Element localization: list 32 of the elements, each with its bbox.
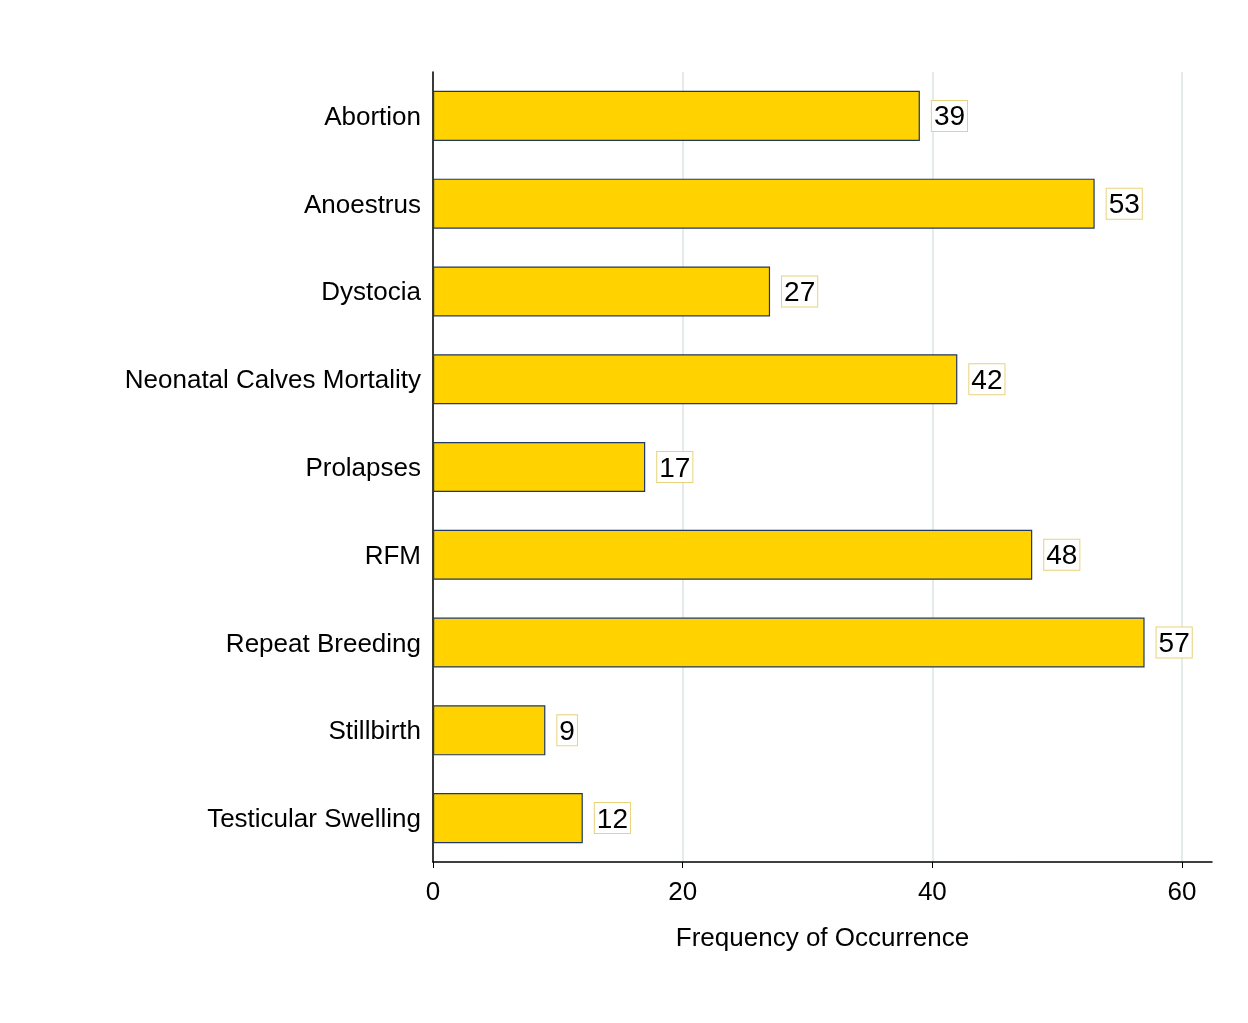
bar	[433, 705, 546, 756]
x-tick-label: 60	[1167, 876, 1197, 906]
y-tick-label: Abortion	[324, 100, 421, 131]
bar	[433, 178, 1095, 229]
bar	[433, 90, 920, 141]
data-label: 53	[1108, 188, 1140, 220]
y-tick-label: Dystocia	[321, 276, 422, 307]
y-tick-label: Neonatal Calves Mortality	[124, 364, 421, 395]
y-tick-label: RFM	[364, 539, 421, 570]
data-label: 57	[1158, 627, 1190, 659]
y-tick-label: Testicular Swelling	[207, 803, 421, 834]
data-label: 17	[659, 451, 691, 483]
y-tick-label: Repeat Breeding	[225, 627, 421, 658]
bar	[433, 617, 1145, 668]
x-tick-label: 20	[668, 876, 698, 906]
bar	[433, 793, 583, 844]
data-label: 39	[933, 100, 966, 132]
data-label: 42	[971, 363, 1003, 395]
bar	[433, 441, 646, 493]
y-tick-label: Anoestrus	[303, 188, 421, 219]
x-axis-title: Frequency of Occurrence	[675, 922, 970, 952]
bar	[433, 354, 958, 405]
x-tick-label: 40	[917, 876, 947, 906]
bar	[433, 266, 771, 317]
bar	[433, 529, 1033, 580]
data-label: 48	[1046, 539, 1078, 571]
data-label: 12	[596, 802, 628, 834]
data-label: 27	[784, 275, 816, 307]
y-tick-label: Stillbirth	[328, 715, 421, 746]
data-label: 9	[559, 714, 575, 746]
y-tick-label: Prolapses	[305, 452, 421, 482]
x-tick-label: 0	[425, 876, 441, 906]
